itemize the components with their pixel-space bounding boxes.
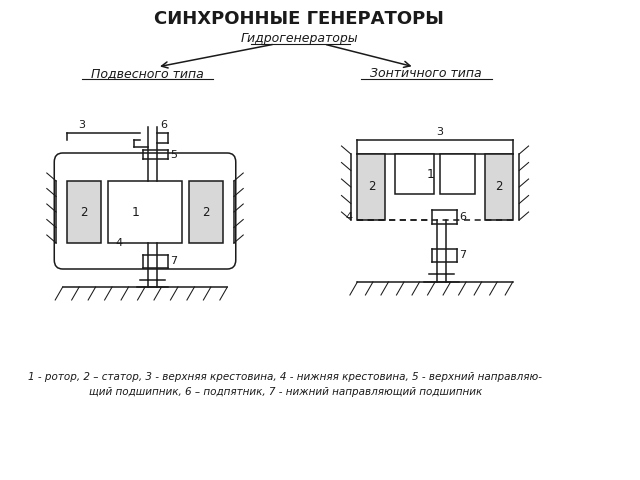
Text: 2: 2	[81, 205, 88, 218]
Bar	[67, 181, 101, 243]
Text: 7: 7	[170, 256, 177, 266]
Text: щий подшипник, 6 – подпятник, 7 - нижний направляющий подшипник: щий подшипник, 6 – подпятник, 7 - нижний…	[89, 387, 482, 397]
Text: 4: 4	[115, 238, 122, 248]
Text: 6: 6	[460, 212, 467, 222]
FancyBboxPatch shape	[54, 153, 236, 269]
Bar	[357, 154, 385, 220]
Text: СИНХРОННЫЕ ГЕНЕРАТОРЫ: СИНХРОННЫЕ ГЕНЕРАТОРЫ	[154, 10, 444, 28]
Bar	[484, 154, 513, 220]
Text: 6: 6	[160, 120, 167, 130]
Text: Зонтичного типа: Зонтичного типа	[370, 67, 481, 80]
Bar	[189, 181, 223, 243]
Text: 2: 2	[495, 180, 502, 193]
Text: 5: 5	[170, 150, 177, 160]
Text: Гидрогенераторы: Гидрогенераторы	[241, 32, 358, 45]
Text: Подвесного типа: Подвесного типа	[90, 67, 204, 80]
Bar	[440, 154, 476, 194]
Text: 1: 1	[426, 168, 435, 180]
Bar	[108, 181, 182, 243]
Text: 1: 1	[132, 205, 140, 218]
Text: 2: 2	[367, 180, 375, 193]
Bar	[395, 154, 434, 194]
Text: 3: 3	[78, 120, 85, 130]
Text: 4: 4	[346, 212, 353, 222]
Text: 7: 7	[460, 251, 467, 261]
Text: 3: 3	[436, 127, 444, 137]
Text: 2: 2	[202, 205, 209, 218]
Text: 1 - ротор, 2 – статор, 3 - верхняя крестовина, 4 - нижняя крестовина, 5 - верхни: 1 - ротор, 2 – статор, 3 - верхняя крест…	[28, 372, 542, 382]
